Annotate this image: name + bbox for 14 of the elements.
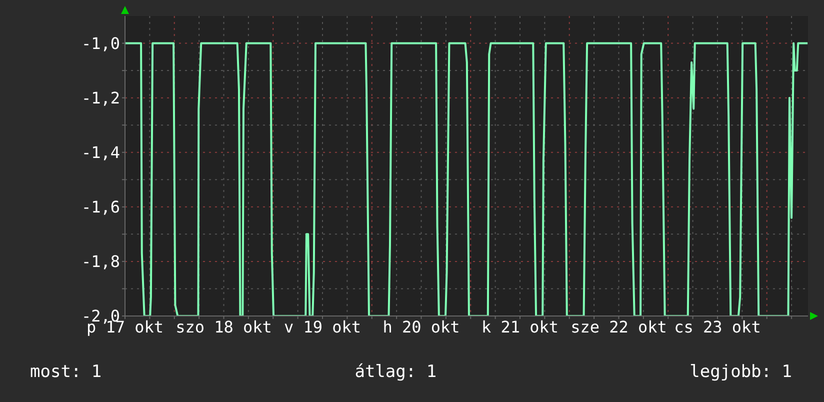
y-tick-label: -1,8 bbox=[81, 252, 120, 272]
x-tick-label: h 20 okt bbox=[382, 317, 460, 336]
x-tick-label: k 21 okt bbox=[481, 317, 559, 336]
x-tick-label: szo 18 okt bbox=[176, 317, 272, 336]
y-tick-label: -1,2 bbox=[81, 88, 120, 108]
text: átlag: 1 bbox=[354, 362, 437, 382]
x-tick-label: v 19 okt bbox=[284, 317, 362, 336]
y-tick-label: -1,6 bbox=[81, 198, 120, 217]
x-tick-label: cs 23 okt bbox=[674, 317, 761, 336]
y-tick-label: -1,4 bbox=[81, 143, 120, 162]
x-tick-label: sze 22 okt bbox=[570, 317, 667, 336]
text: most: 1 bbox=[30, 362, 102, 382]
text: legjobb: 1 bbox=[690, 362, 792, 382]
y-tick-label: -1,0 bbox=[81, 34, 120, 53]
